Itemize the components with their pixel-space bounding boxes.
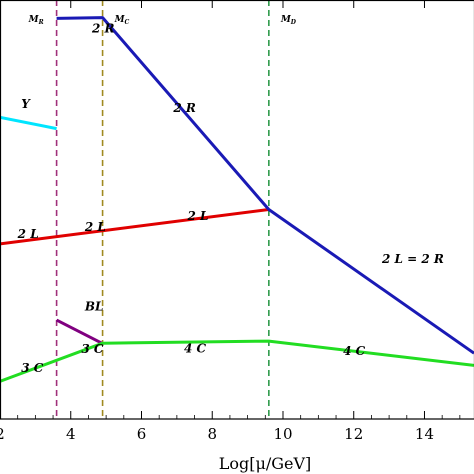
annotation-4: 2 L <box>84 220 106 234</box>
marker-lines: MR MC MD <box>28 0 297 419</box>
x-tick-label-5: 12 <box>344 425 363 443</box>
x-axis-ticks: 2 4 6 8 10 12 14 <box>0 0 461 443</box>
plot-frame <box>0 0 474 420</box>
annotation-0: 2 R <box>91 22 115 36</box>
annotation-5: 2 L <box>186 209 208 223</box>
annotations: 2 R 2 R Y 2 L 2 L 2 L 2 L = 2 R BL 3 C 4 C 4 C 3 C <box>17 22 444 375</box>
marker-label-1: MC <box>114 15 130 26</box>
marker-label-0: MR <box>28 15 44 26</box>
series-line-2 <box>56 16 474 355</box>
x-axis-label: Log[μ/GeV] <box>219 454 312 473</box>
annotation-2: Y <box>21 97 31 111</box>
x-tick-label-0: 2 <box>0 425 5 443</box>
annotation-3: 2 L <box>17 227 39 241</box>
series-line-4 <box>0 339 474 383</box>
x-tick-label-2: 6 <box>137 425 147 443</box>
annotation-1: 2 R <box>172 101 196 115</box>
annotation-9: 4 C <box>184 341 207 355</box>
series-line-0 <box>0 115 57 131</box>
annotation-6: 2 L = 2 R <box>381 252 444 266</box>
x-tick-label-4: 10 <box>273 425 292 443</box>
series-group <box>0 16 474 383</box>
x-tick-label-1: 4 <box>66 425 76 443</box>
x-tick-label-3: 8 <box>207 425 217 443</box>
annotation-11: 3 C <box>21 361 44 375</box>
annotation-7: BL <box>84 299 104 313</box>
series-line-3 <box>55 318 104 345</box>
annotation-10: 4 C <box>343 344 366 358</box>
annotation-8: 3 C <box>81 342 104 356</box>
series-line-1 <box>0 208 269 246</box>
marker-label-2: MD <box>280 15 297 26</box>
x-tick-label-6: 14 <box>415 425 434 443</box>
